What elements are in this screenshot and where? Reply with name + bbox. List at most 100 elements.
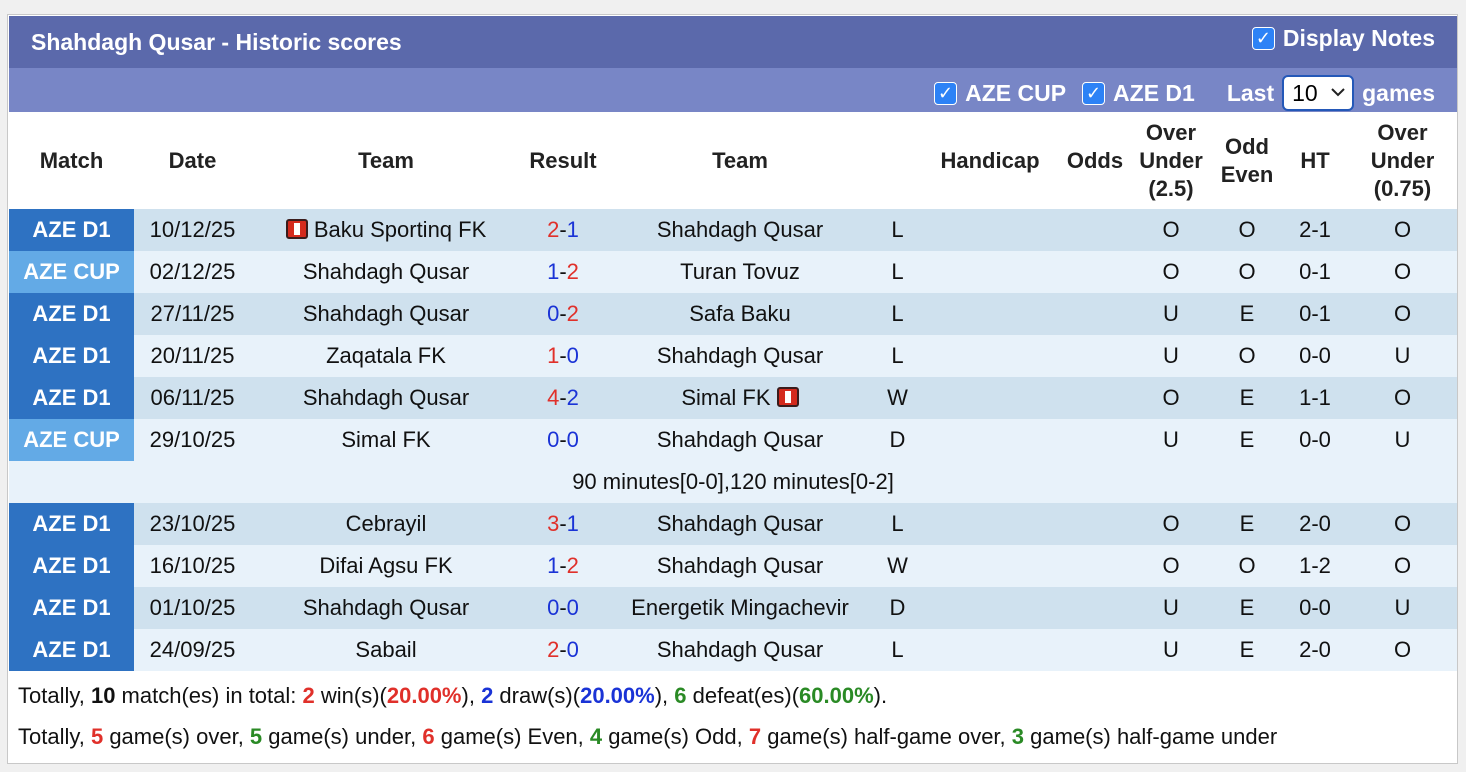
table-row[interactable]: AZE CUP 02/12/25 Shahdagh Qusar 1-2 Tura… (9, 251, 1457, 293)
away-team[interactable]: Shahdagh Qusar (605, 419, 875, 461)
home-team[interactable]: Shahdagh Qusar (251, 377, 521, 419)
table-row[interactable]: AZE D1 10/12/25 Baku Sportinq FK 2-1 Sha… (9, 209, 1457, 251)
col-over-under-075: Over Under (0.75) (1348, 112, 1457, 209)
competition-badge[interactable]: AZE D1 (9, 293, 134, 335)
aze-d1-checkbox[interactable]: ✓ (1082, 81, 1106, 105)
match-date: 23/10/25 (134, 503, 251, 545)
home-team[interactable]: Zaqatala FK (251, 335, 521, 377)
table-row[interactable]: AZE D1 06/11/25 Shahdagh Qusar 4-2 Simal… (9, 377, 1457, 419)
match-result[interactable]: 1-2 (521, 251, 605, 293)
away-goals: 2 (566, 385, 579, 410)
summary-text: ), (461, 683, 482, 708)
table-row[interactable]: AZE D1 24/09/25 Sabail 2-0 Shahdagh Qusa… (9, 629, 1457, 671)
match-date: 02/12/25 (134, 251, 251, 293)
away-team[interactable]: Energetik Mingachevir (605, 587, 875, 629)
summary-draw-pct: 20.00% (580, 683, 655, 708)
table-row[interactable]: AZE CUP 29/10/25 Simal FK 0-0 Shahdagh Q… (9, 419, 1457, 461)
summary-half-game-over: 7 (748, 724, 762, 749)
match-result[interactable]: 0-2 (521, 293, 605, 335)
over-under-075: O (1348, 503, 1457, 545)
competition-badge[interactable]: AZE CUP (9, 419, 134, 461)
summary-even: 6 (422, 724, 435, 749)
table-row[interactable]: AZE D1 16/10/25 Difai Agsu FK 1-2 Shahda… (9, 545, 1457, 587)
match-result[interactable]: 2-1 (521, 209, 605, 251)
home-team[interactable]: Shahdagh Qusar (251, 251, 521, 293)
match-result[interactable]: 2-0 (521, 629, 605, 671)
odd-even: E (1212, 293, 1282, 335)
aze-cup-checkbox[interactable]: ✓ (934, 81, 958, 105)
home-goals: 1 (547, 259, 560, 284)
competition-badge[interactable]: AZE CUP (9, 251, 134, 293)
away-team[interactable]: Shahdagh Qusar (605, 629, 875, 671)
summary-total: 10 (90, 683, 116, 708)
away-team[interactable]: Simal FK (605, 377, 875, 419)
home-team[interactable]: Shahdagh Qusar (251, 587, 521, 629)
summary-text: draw(s)( (493, 683, 581, 708)
half-time: 0-0 (1282, 587, 1348, 629)
filter-aze-cup[interactable]: ✓ AZE CUP (934, 80, 1066, 107)
home-team[interactable]: Shahdagh Qusar (251, 293, 521, 335)
over-under-075: O (1348, 377, 1457, 419)
match-result[interactable]: 1-0 (521, 335, 605, 377)
home-goals: 4 (547, 385, 560, 410)
home-goals: 1 (547, 343, 560, 368)
odds (1060, 335, 1130, 377)
historic-scores-panel: Shahdagh Qusar - Historic scores ✓ Displ… (7, 14, 1458, 764)
away-team[interactable]: Shahdagh Qusar (605, 209, 875, 251)
filter-aze-d1[interactable]: ✓ AZE D1 (1082, 80, 1195, 107)
win-loss: W (875, 545, 920, 587)
home-team[interactable]: Sabail (251, 629, 521, 671)
away-team[interactable]: Safa Baku (605, 293, 875, 335)
home-team[interactable]: Simal FK (251, 419, 521, 461)
home-team[interactable]: Difai Agsu FK (251, 545, 521, 587)
away-goals: 1 (566, 511, 579, 536)
summary-text: win(s)( (314, 683, 387, 708)
match-result[interactable]: 3-1 (521, 503, 605, 545)
competition-badge[interactable]: AZE D1 (9, 377, 134, 419)
red-card-icon (776, 387, 799, 407)
competition-badge[interactable]: AZE D1 (9, 209, 134, 251)
home-team[interactable]: Baku Sportinq FK (251, 209, 521, 251)
col-result: Result (529, 147, 597, 173)
table-row[interactable]: AZE D1 27/11/25 Shahdagh Qusar 0-2 Safa … (9, 293, 1457, 335)
odds (1060, 545, 1130, 587)
home-team[interactable]: Cebrayil (251, 503, 521, 545)
display-notes-toggle[interactable]: ✓ Display Notes (1251, 25, 1435, 52)
handicap (920, 629, 1060, 671)
odd-even: E (1212, 503, 1282, 545)
ou075-line1: Over (1377, 119, 1428, 145)
summary-text: game(s) under, (262, 724, 423, 749)
over-under-075: U (1348, 587, 1457, 629)
match-note: 90 minutes[0-0],120 minutes[0-2] (9, 461, 1457, 503)
col-date: Date (168, 147, 217, 173)
table-row[interactable]: AZE D1 01/10/25 Shahdagh Qusar 0-0 Energ… (9, 587, 1457, 629)
competition-badge[interactable]: AZE D1 (9, 629, 134, 671)
competition-badge[interactable]: AZE D1 (9, 545, 134, 587)
last-games-select[interactable]: 10 (1282, 75, 1355, 111)
odds (1060, 419, 1130, 461)
summary-goals: Totally, 5 game(s) over, 5 game(s) under… (18, 724, 1277, 750)
away-goals: 0 (566, 595, 579, 620)
match-result[interactable]: 4-2 (521, 377, 605, 419)
away-team[interactable]: Shahdagh Qusar (605, 545, 875, 587)
competition-badge[interactable]: AZE D1 (9, 335, 134, 377)
over-under-075: O (1348, 629, 1457, 671)
odds (1060, 209, 1130, 251)
competition-badge[interactable]: AZE D1 (9, 503, 134, 545)
away-team[interactable]: Shahdagh Qusar (605, 503, 875, 545)
table-row[interactable]: AZE D1 23/10/25 Cebrayil 3-1 Shahdagh Qu… (9, 503, 1457, 545)
away-team[interactable]: Turan Tovuz (605, 251, 875, 293)
match-result[interactable]: 0-0 (521, 419, 605, 461)
competition-badge[interactable]: AZE D1 (9, 587, 134, 629)
match-date: 24/09/25 (134, 629, 251, 671)
over-under: O (1130, 251, 1212, 293)
odd-even: O (1212, 545, 1282, 587)
match-result[interactable]: 0-0 (521, 587, 605, 629)
table-row[interactable]: AZE D1 20/11/25 Zaqatala FK 1-0 Shahdagh… (9, 335, 1457, 377)
red-card-icon (285, 219, 308, 239)
summary-defeats: 6 (674, 683, 687, 708)
col-team-home: Team (358, 147, 414, 173)
away-team[interactable]: Shahdagh Qusar (605, 335, 875, 377)
display-notes-checkbox[interactable]: ✓ (1251, 27, 1275, 50)
match-result[interactable]: 1-2 (521, 545, 605, 587)
